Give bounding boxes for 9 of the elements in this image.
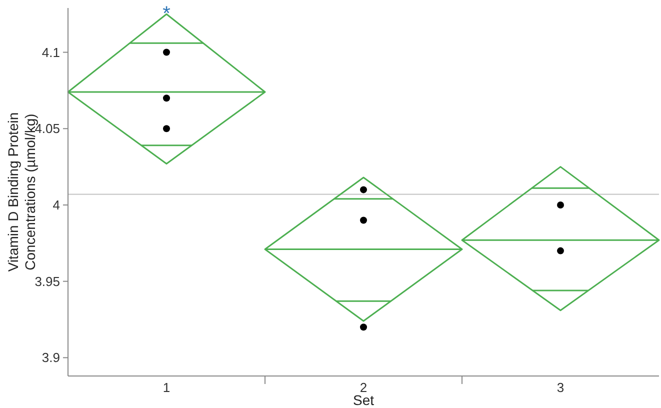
x-tick-label: 1 [162,380,170,395]
y-tick-label: 4.1 [42,44,60,60]
annotation: * [162,3,171,25]
x-tick-label: 3 [556,380,564,395]
x-tick-label: 2 [360,380,368,395]
y-tick-label: 4 [52,198,60,213]
y-tick-label: 3.95 [34,274,60,289]
x-axis-title: Set [352,392,374,408]
y-tick-label: 3.9 [42,350,60,366]
